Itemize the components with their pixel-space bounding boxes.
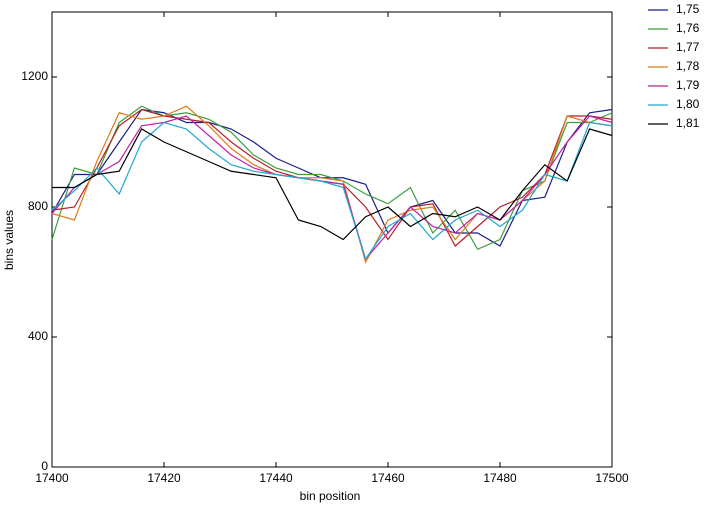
x-tick-label: 17460 <box>371 471 405 485</box>
legend-label: 1,79 <box>676 78 700 92</box>
legend-label: 1,78 <box>676 59 700 73</box>
y-tick-label: 800 <box>28 199 48 213</box>
y-tick-label: 1200 <box>21 69 48 83</box>
legend-label: 1,77 <box>676 40 700 54</box>
x-tick-label: 17420 <box>147 471 181 485</box>
legend-label: 1,76 <box>676 21 700 35</box>
series-line <box>52 128 613 241</box>
y-tick-label: 0 <box>41 459 48 473</box>
plot-frame <box>51 11 613 468</box>
series-line <box>51 115 613 261</box>
series-line <box>51 121 613 261</box>
x-tick-label: 17480 <box>483 471 517 485</box>
legend-label: 1,81 <box>676 116 700 130</box>
x-axis-label: bin position <box>300 489 361 503</box>
series-line <box>51 105 613 251</box>
x-tick-label: 17440 <box>259 471 293 485</box>
y-axis-label: bins values <box>2 210 16 270</box>
x-tick-label: 17400 <box>35 471 69 485</box>
y-tick-label: 400 <box>28 329 48 343</box>
x-tick-label: 17500 <box>595 471 629 485</box>
legend-label: 1,75 <box>676 2 700 16</box>
legend-label: 1,80 <box>676 97 700 111</box>
